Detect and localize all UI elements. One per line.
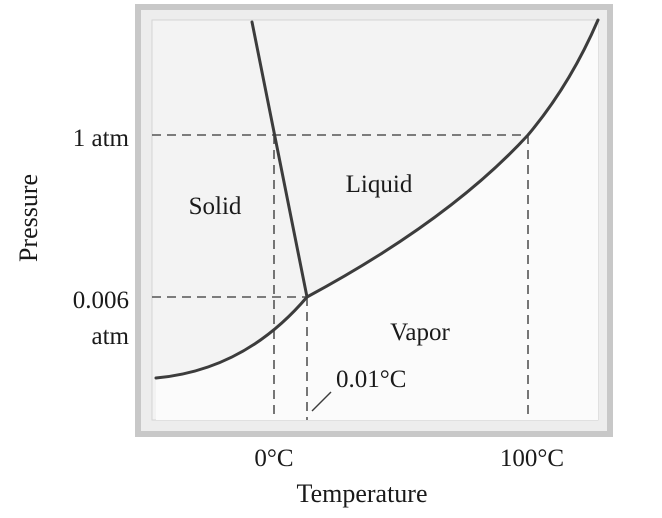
temperature-100c-label: 100°C <box>500 445 564 472</box>
sublimation-curve <box>154 295 309 380</box>
triple-point-temperature-label: 0.01°C <box>336 366 406 393</box>
pressure-1atm-label: 1 atm <box>73 125 130 152</box>
guide-lines <box>152 134 529 420</box>
phase-curves <box>154 18 600 380</box>
region-vapor-label: Vapor <box>390 319 450 346</box>
region-liquid-label: Liquid <box>346 171 413 198</box>
vapor-region <box>156 20 598 420</box>
temperature-0c-label: 0°C <box>254 445 293 472</box>
x-axis-title: Temperature <box>297 479 428 508</box>
region-solid-label: Solid <box>189 193 242 220</box>
melting-curve <box>250 20 309 299</box>
triple-point-pointer <box>311 391 332 412</box>
y-axis-title: Pressure <box>14 174 43 262</box>
pressure-0006-label: 0.006 <box>73 287 129 314</box>
pressure-atm-label: atm <box>92 323 130 350</box>
vaporization-curve <box>305 18 600 299</box>
